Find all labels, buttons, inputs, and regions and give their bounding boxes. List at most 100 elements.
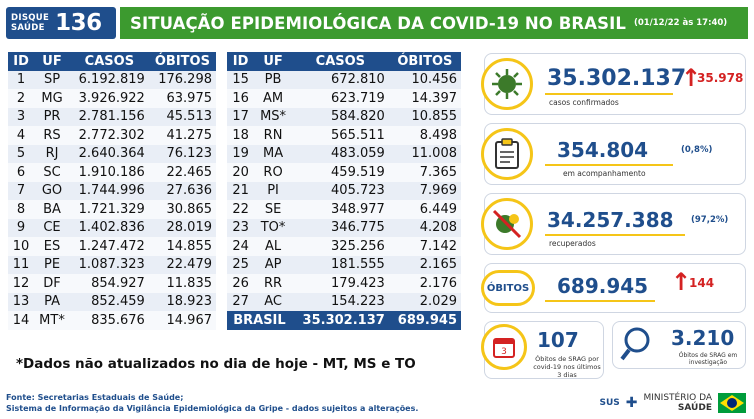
cell-uf: SP [34,70,70,89]
monitoring-value: 354.804 [557,138,649,162]
cell-id: 8 [8,200,35,219]
title-banner: SITUAÇÃO EPIDEMIOLÓGICA DA COVID-19 NO B… [120,7,748,39]
cell-obitos: 30.865 [148,200,216,219]
cell-id: 23 [227,218,255,237]
cell-uf: PA [34,292,70,311]
table-row: 19 MA 483.059 11.008 [227,144,461,163]
crossed-virus-icon [481,198,533,250]
cell-casos: 179.423 [291,274,389,293]
cell-casos: 181.555 [291,255,389,274]
sus-logo: SUS [599,398,620,408]
cell-casos: 1.087.323 [69,255,149,274]
page-title: SITUAÇÃO EPIDEMIOLÓGICA DA COVID-19 NO B… [130,13,626,33]
cell-uf: DF [34,274,70,293]
table-row: 2 MG 3.926.922 63.975 [8,89,216,108]
cell-obitos: 41.275 [148,126,216,145]
col-obitos: ÓBITOS [148,52,216,71]
cell-uf: AM [254,89,292,108]
brazil-flag-icon [718,393,746,413]
cell-uf: MA [254,144,292,163]
cell-id: 6 [8,163,35,182]
ministry-logo: MINISTÉRIO DA SAÚDE [644,393,712,413]
deaths-value: 689.945 [557,274,649,298]
cell-id: 24 [227,237,255,256]
cell-obitos: 11.008 [388,144,461,163]
cell-obitos: 27.636 [148,181,216,200]
cell-uf: SE [254,200,292,219]
virus-icon [481,58,533,110]
cell-obitos: 18.923 [148,292,216,311]
source-line-2: Sistema de Informação da Vigilância Epid… [6,404,419,413]
col-id: ID [8,52,35,71]
total-obitos: 689.945 [388,311,461,330]
cell-id: 19 [227,144,255,163]
confirmed-label: casos confirmados [549,98,619,107]
table-row: 17 MS* 584.820 10.855 [227,107,461,126]
recovered-pct: (97,2%) [691,215,729,225]
cell-uf: PB [254,70,292,89]
divider [545,164,673,166]
recovered-value: 34.257.388 [547,208,674,232]
divider [545,93,673,95]
cell-uf: AL [254,237,292,256]
confirmed-increase: 35.978 [697,71,744,85]
calendar-icon: 3 [481,324,527,370]
total-label: BRASIL [227,311,292,330]
cell-id: 12 [8,274,35,293]
table-row: 5 RJ 2.640.364 76.123 [8,144,216,163]
cell-uf: CE [34,218,70,237]
cell-casos: 854.927 [69,274,149,293]
recovered-card: 34.257.388 (97,2%) recuperados [481,193,746,255]
table-row: 1 SP 6.192.819 176.298 [8,70,216,89]
cell-id: 21 [227,181,255,200]
cell-id: 16 [227,89,255,108]
cell-id: 5 [8,144,35,163]
cell-uf: BA [34,200,70,219]
table-row: 8 BA 1.721.329 30.865 [8,200,216,219]
cell-casos: 852.459 [69,292,149,311]
cell-uf: MG [34,89,70,108]
cell-uf: PI [254,181,292,200]
table-row: 27 AC 154.223 2.029 [227,292,461,311]
cell-uf: SC [34,163,70,182]
deaths-increase: 144 [689,276,715,290]
update-date: (01/12/22 às 17:40) [633,18,728,28]
logo-bottom-text: SAÚDE [11,23,45,33]
srag-value: 107 [537,328,579,352]
table-row: 20 RO 459.519 7.365 [227,163,461,182]
col-uf: UF [254,52,292,71]
cell-obitos: 2.165 [388,255,461,274]
cross-icon: ✚ [625,395,638,411]
footnote: *Dados não atualizados no dia de hoje - … [16,356,416,372]
cell-obitos: 7.142 [388,237,461,256]
cell-obitos: 8.498 [388,126,461,145]
table-row: 26 RR 179.423 2.176 [227,274,461,293]
table-row: 10 ES 1.247.472 14.855 [8,237,216,256]
cell-id: 2 [8,89,35,108]
cell-uf: RO [254,163,292,182]
monitoring-pct: (0,8%) [681,145,713,155]
svg-text:3: 3 [501,347,507,357]
confirmed-value: 35.302.137 [547,66,687,91]
monitoring-card: 354.804 (0,8%) em acompanhamento [481,123,746,185]
table-row: 18 RN 565.511 8.498 [227,126,461,145]
cell-uf: RS [34,126,70,145]
cell-id: 26 [227,274,255,293]
footer-logos: SUS ✚ MINISTÉRIO DA SAÚDE [599,393,746,413]
cell-casos: 459.519 [291,163,389,182]
logo-number: 136 [55,10,102,36]
cell-obitos: 14.397 [388,89,461,108]
table-row: 9 CE 1.402.836 28.019 [8,218,216,237]
cell-uf: PE [34,255,70,274]
table-row: 15 PB 672.810 10.456 [227,70,461,89]
cell-obitos: 6.449 [388,200,461,219]
cell-uf: MS* [254,107,292,126]
table-row: 12 DF 854.927 11.835 [8,274,216,293]
cell-id: 1 [8,70,35,89]
cell-casos: 2.781.156 [69,107,149,126]
cell-obitos: 11.835 [148,274,216,293]
deaths-card: ÓBITOS 689.945 ↑ 144 [481,263,746,313]
cell-casos: 405.723 [291,181,389,200]
monitoring-label: em acompanhamento [563,169,646,178]
ministry-line-1: MINISTÉRIO DA [643,393,712,403]
